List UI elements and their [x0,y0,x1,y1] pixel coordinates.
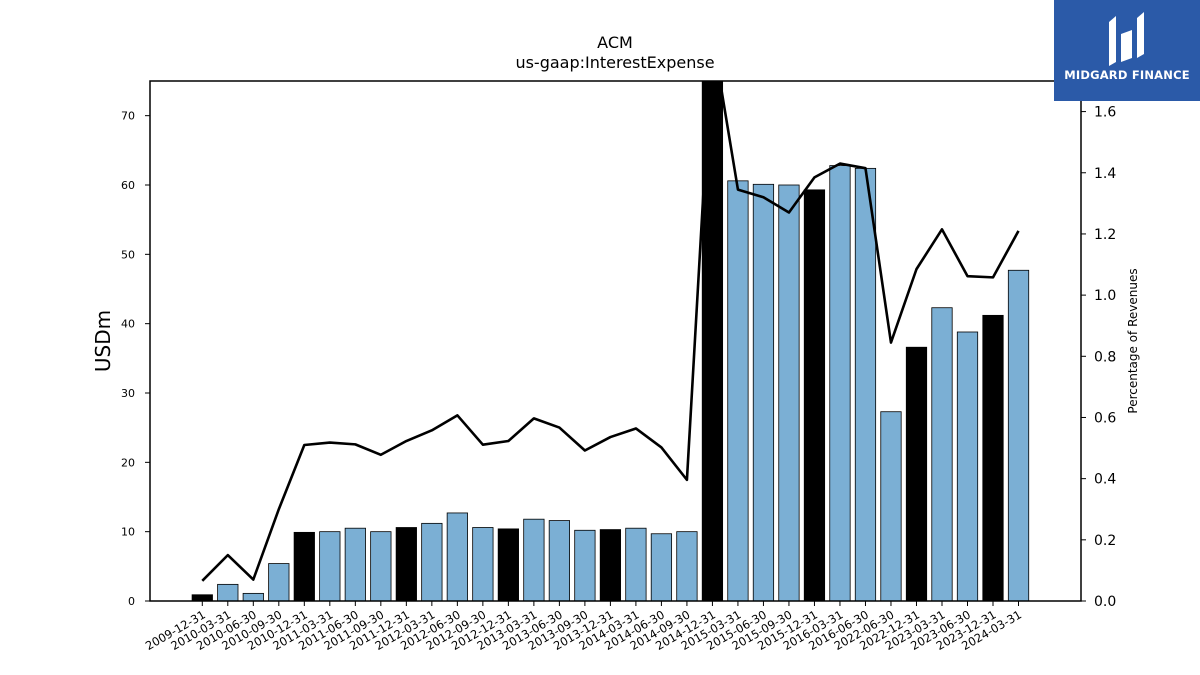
y2-tick-label: 1.0 [1094,288,1116,304]
chart-subtitle: us-gaap:InterestExpense [515,53,714,72]
bar [982,314,1004,601]
bar [319,531,341,601]
bar [293,531,315,601]
bar [829,165,851,601]
bar [344,527,366,601]
bar [523,518,545,601]
bar [191,594,213,601]
bar [370,531,392,601]
bar [803,189,826,601]
bar-series [191,81,1030,601]
bar [599,529,622,601]
bar [268,563,290,601]
y-tick-label: 60 [121,179,135,192]
y-tick-label: 70 [121,110,135,123]
y2-tick-label: 1.2 [1094,227,1116,243]
y-tick-label: 20 [121,456,135,469]
midgard-logo-icon [1109,12,1144,66]
bar [727,180,749,601]
y-tick-label: 50 [121,248,135,261]
axes: 0 10 20 30 40 50 60 70 0.0 0.2 0.4 0.6 0.8 1.0 1.2 1.4 1… [121,80,1116,653]
y2-axis-label: Percentage of Revenues [1126,268,1140,413]
bar [880,411,902,601]
y2-tick-label: 0.2 [1094,533,1116,549]
bar [497,528,519,601]
y2-tick-label: 1.6 [1094,105,1116,121]
bar [625,527,647,601]
y-tick-label: 30 [121,387,135,400]
bar [778,184,800,601]
bar [905,346,928,601]
y-tick-label: 10 [121,526,135,539]
bar [548,520,570,601]
brand-name: MIDGARD FINANCE [1064,68,1190,82]
y2-tick-label: 0.8 [1094,349,1116,365]
bar [574,529,596,601]
bar [676,531,698,601]
chart-title: ACM [597,33,633,52]
line-series [201,81,1020,582]
y2-tick-label: 1.4 [1094,166,1116,182]
bar [472,527,494,601]
bar [421,522,443,601]
brand-logo: MIDGARD FINANCE [1054,0,1200,101]
bar [752,183,775,601]
bar [242,592,264,601]
bar [217,583,239,601]
bar [650,533,673,601]
bar [1007,269,1030,601]
y2-tick-label: 0.0 [1094,594,1116,610]
bar [956,331,979,601]
revenue-percentage-line [201,81,1020,582]
bar [854,167,877,601]
y2-tick-label: 0.4 [1094,472,1116,488]
bar [395,527,417,601]
bar [931,307,953,601]
y-tick-label: 40 [121,318,135,331]
y-axis-label: USDm [91,310,115,372]
bar [701,81,724,601]
bar [446,512,468,601]
y2-tick-label: 0.6 [1094,410,1116,426]
plot-frame [149,80,1082,602]
y-tick-label: 0 [128,595,135,608]
